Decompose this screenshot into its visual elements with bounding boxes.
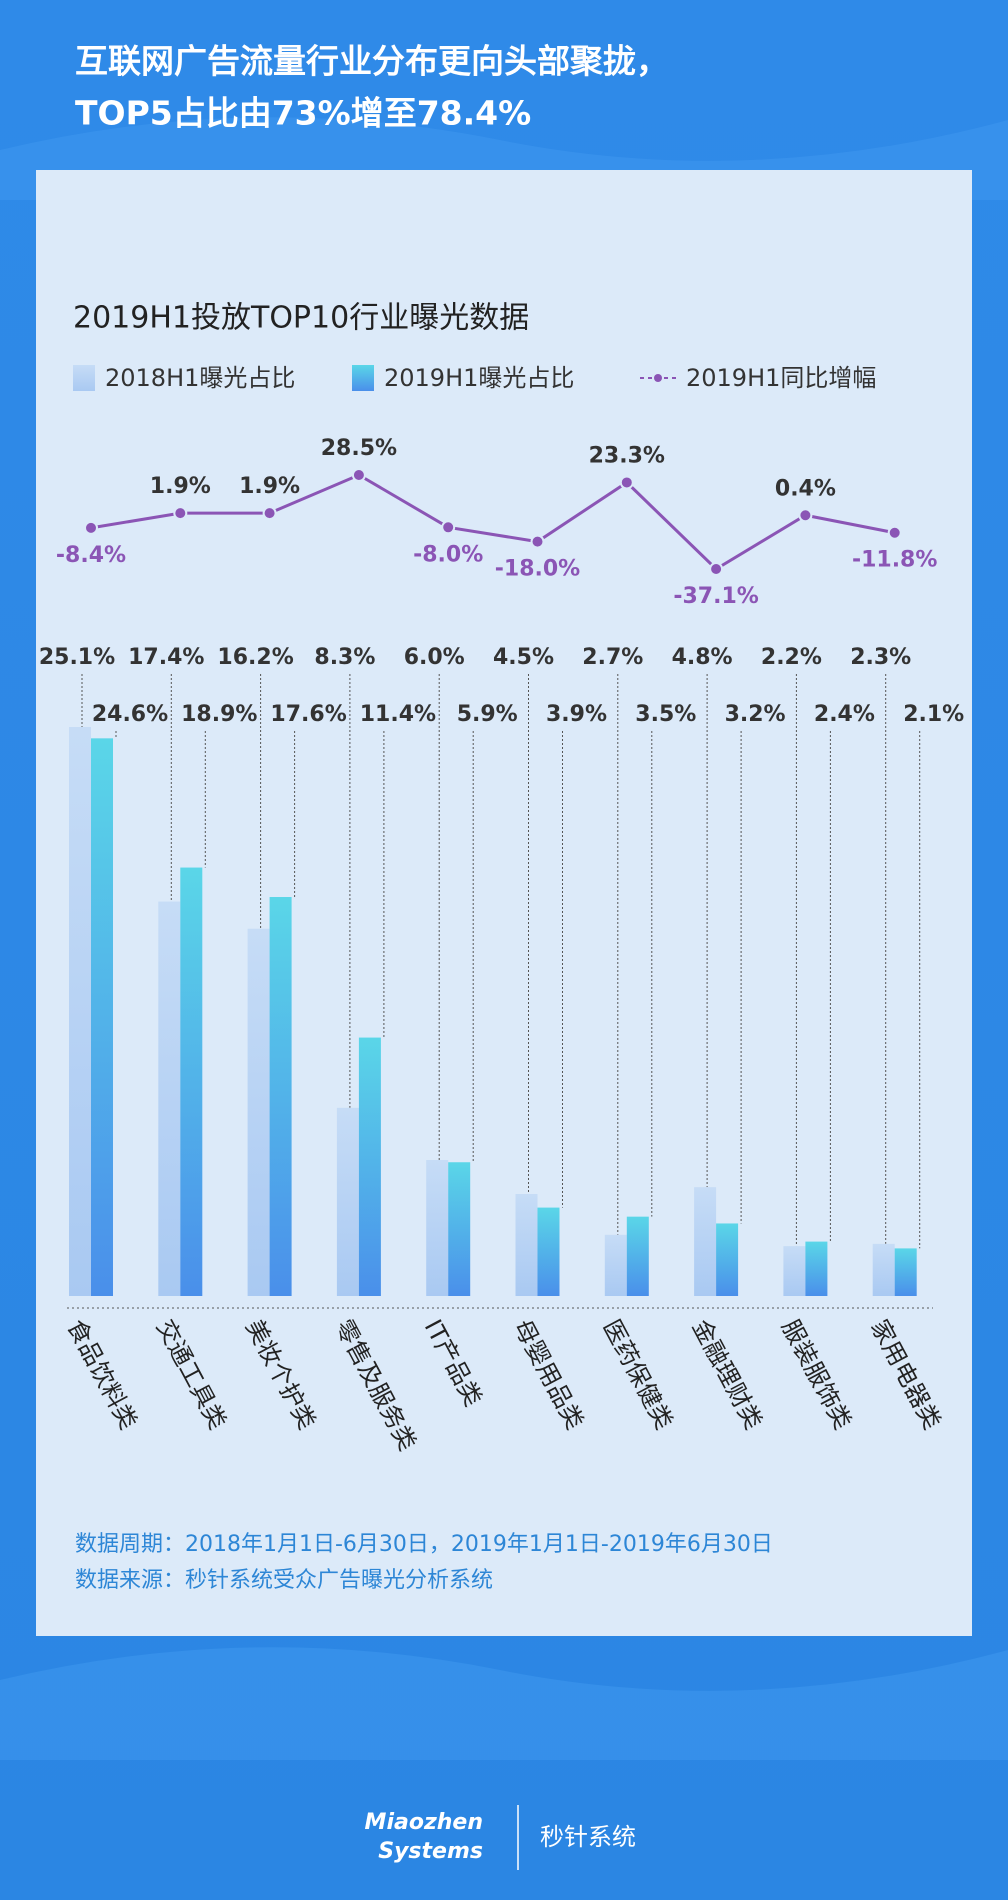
bar (694, 1187, 717, 1296)
data-label: 17.4% (128, 645, 204, 670)
bar (69, 727, 91, 1296)
line-marker (84, 520, 98, 535)
data-label: 5.9% (457, 702, 518, 727)
legend-swatch (352, 365, 374, 391)
data-label: 3.5% (635, 702, 696, 727)
logo: Systems (378, 1839, 483, 1864)
legend-label: 2019H1同比增幅 (686, 364, 876, 392)
data-label: 24.6% (92, 702, 168, 727)
line-label: 0.4% (775, 476, 836, 501)
bar (894, 1248, 917, 1296)
line-marker (619, 475, 634, 490)
data-label: 17.6% (270, 702, 346, 727)
line-marker (441, 520, 456, 535)
bar (158, 901, 181, 1296)
data-label: 6.0% (404, 645, 465, 670)
line-label: -8.0% (413, 542, 483, 567)
data-label: 2.3% (850, 645, 911, 670)
data-label: 25.1% (39, 645, 115, 670)
line-marker (351, 468, 366, 482)
brand: 秒针系统 (540, 1823, 636, 1851)
line-marker (798, 508, 813, 523)
line-label: 23.3% (589, 443, 665, 468)
data-label: 2.2% (761, 645, 822, 670)
data-label: 16.2% (217, 645, 293, 670)
line-label: 28.5% (321, 436, 397, 461)
bar (515, 1193, 538, 1296)
wave (0, 1647, 1008, 1760)
headline: TOP5占比由73%增至78.4% (75, 94, 531, 133)
logo: Miaozhen (365, 1810, 483, 1835)
headline: 互联网广告流量行业分布更向头部聚拢， (75, 42, 669, 81)
data-label: 4.8% (672, 645, 733, 670)
bar (805, 1241, 828, 1296)
legend-marker (654, 374, 662, 382)
bar (247, 928, 270, 1296)
data-label: 2.7% (582, 645, 643, 670)
data-label: 2.4% (814, 702, 875, 727)
line-label: -11.8% (852, 548, 937, 573)
data-label: 2.1% (903, 702, 964, 727)
bar (336, 1107, 359, 1296)
line-label: -37.1% (673, 584, 758, 609)
note: 数据来源：秒针系统受众广告曝光分析系统 (75, 1568, 493, 1593)
data-label: 18.9% (181, 702, 257, 727)
chart-title: 2019H1投放TOP10行业曝光数据 (73, 301, 529, 336)
data-label: 3.9% (546, 702, 607, 727)
line-marker (709, 562, 724, 576)
bar (783, 1246, 806, 1296)
bar (626, 1216, 649, 1296)
line-marker (887, 525, 902, 540)
bar (448, 1162, 471, 1296)
bar (180, 867, 203, 1296)
note: 数据周期：2018年1月1日-6月30日，2019年1月1日-2019年6月30… (75, 1532, 773, 1557)
line (90, 473, 895, 571)
bar (426, 1159, 449, 1296)
bar (716, 1223, 739, 1296)
bar (91, 738, 113, 1296)
line-marker (262, 506, 277, 521)
legend-label: 2019H1曝光占比 (384, 364, 574, 392)
bar (604, 1234, 627, 1296)
data-label: 8.3% (314, 645, 375, 670)
line-label: 1.9% (239, 474, 300, 499)
bar (358, 1037, 381, 1296)
legend-label: 2018H1曝光占比 (105, 364, 295, 392)
bar (872, 1243, 895, 1296)
line-label: -8.4% (56, 543, 126, 568)
bar (269, 897, 292, 1296)
line-label: 1.9% (150, 474, 211, 499)
line-marker (530, 534, 545, 549)
bar (537, 1207, 560, 1296)
legend-swatch (73, 365, 95, 391)
line-marker (173, 506, 188, 521)
data-label: 11.4% (360, 702, 436, 727)
data-label: 3.2% (725, 702, 786, 727)
data-label: 4.5% (493, 645, 554, 670)
line-label: -18.0% (495, 557, 580, 582)
